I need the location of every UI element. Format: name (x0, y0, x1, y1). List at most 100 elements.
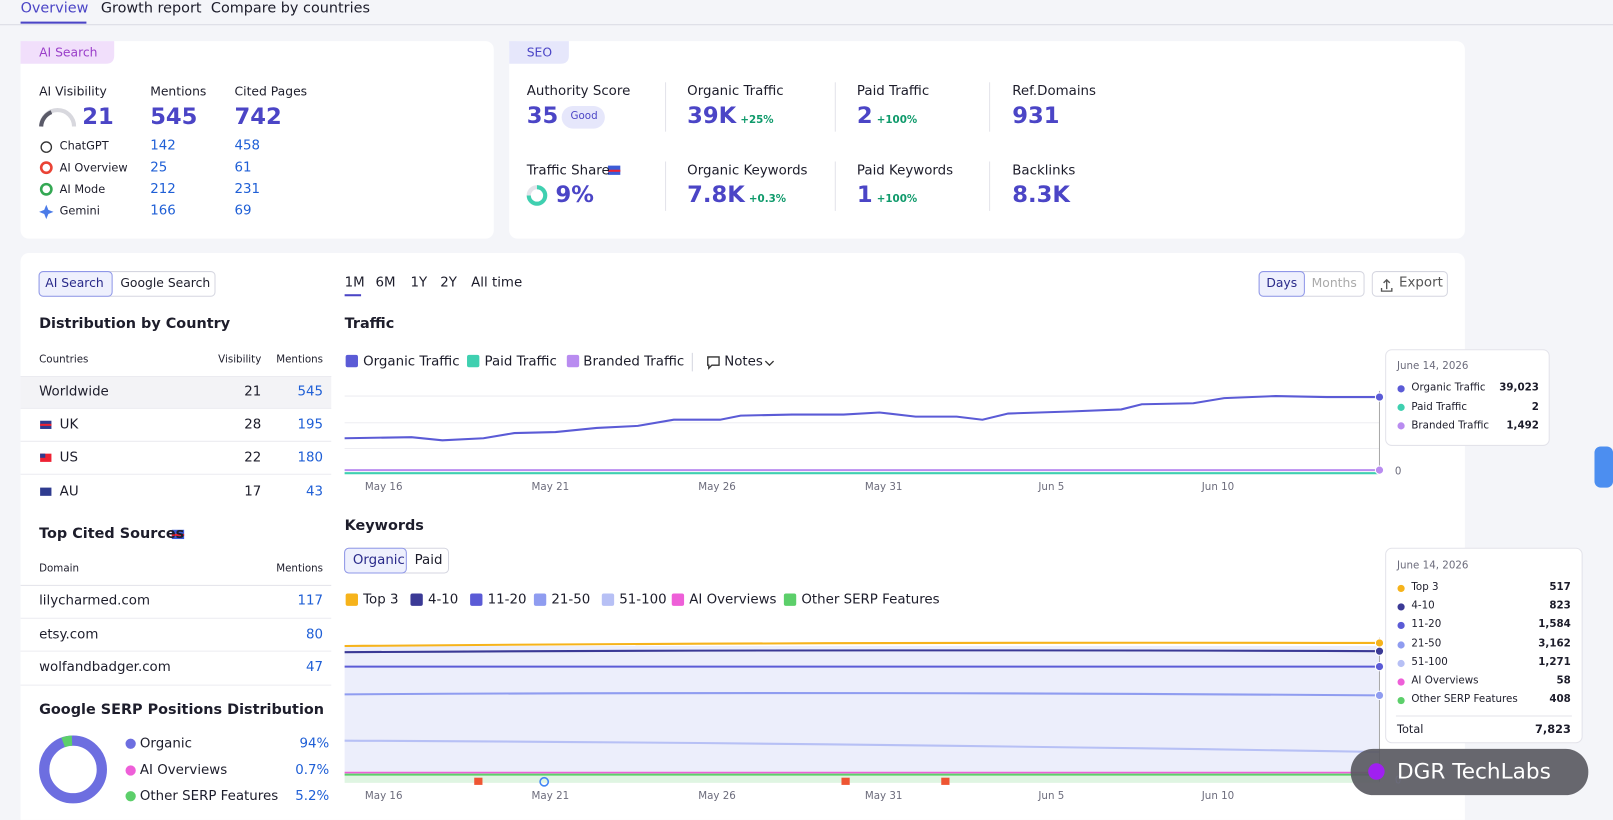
column-label: Mentions (150, 84, 207, 99)
platform-cited[interactable]: 231 (234, 181, 261, 197)
platform-mentions[interactable]: 142 (150, 138, 176, 154)
source-mentions[interactable]: 47 (305, 659, 324, 676)
metric-value[interactable]: 931 (1012, 103, 1060, 130)
metric-label: Backlinks (1012, 163, 1076, 179)
tooltip-date: June 14, 2026 (1396, 360, 1469, 372)
country-mentions[interactable]: 43 (305, 484, 324, 500)
country-name[interactable]: US (59, 450, 78, 466)
country-name[interactable]: UK (59, 417, 79, 433)
period-tab[interactable]: 1Y (410, 275, 428, 291)
x-axis-label: May 21 (531, 481, 570, 494)
export-button[interactable]: Export (1399, 275, 1443, 291)
platform-mentions[interactable]: 25 (150, 159, 168, 176)
country-name[interactable]: AU (59, 484, 79, 500)
tooltip-value: 1,271 (1538, 656, 1571, 669)
metric-value[interactable]: 35 (526, 103, 559, 130)
period-tab[interactable]: 2Y (440, 275, 457, 291)
segment-button[interactable]: Google Search (120, 275, 211, 291)
tooltip-label: AI Overviews (1411, 675, 1479, 687)
country-name[interactable]: Worldwide (39, 384, 109, 400)
table-header: Mentions (276, 354, 324, 366)
platform-cited[interactable]: 458 (234, 138, 261, 154)
platform-cited[interactable]: 69 (234, 203, 252, 219)
metric-label: Traffic Share (526, 163, 610, 179)
source-mentions[interactable]: 80 (305, 626, 324, 643)
legend-entry[interactable]: Top 3 (363, 592, 399, 608)
card-badge: SEO (526, 45, 553, 60)
segment-button[interactable]: Organic (352, 552, 405, 569)
metric-value[interactable]: 39K (687, 103, 737, 130)
platform-mentions[interactable]: 166 (150, 203, 176, 219)
source-mentions[interactable]: 117 (297, 593, 324, 609)
legend-entry[interactable]: AI Overviews (689, 592, 777, 608)
y-axis-label: 0 (1394, 775, 1402, 787)
metric-change: +100% (876, 193, 918, 206)
x-axis-label: Jun 10 (1201, 790, 1235, 802)
chart-title: Traffic (344, 315, 395, 333)
legend-entry[interactable]: Branded Traffic (583, 354, 685, 370)
country-mentions[interactable]: 195 (297, 417, 324, 433)
country-visibility: 28 (244, 417, 262, 433)
metric-value[interactable]: 1 (856, 182, 873, 209)
x-axis-label: Jun 5 (1038, 481, 1065, 494)
x-axis-label: May 16 (364, 790, 403, 802)
platform-name: AI Overview (59, 160, 128, 175)
metric-label: Organic Keywords (687, 163, 808, 179)
tooltip-value: 408 (1549, 693, 1571, 706)
notes-button[interactable]: Notes (724, 354, 763, 370)
legend-entry[interactable]: Paid Traffic (484, 354, 557, 370)
nav-tab[interactable]: Growth report (100, 0, 202, 17)
metric-value[interactable]: 2 (856, 103, 873, 130)
source-domain[interactable]: wolfandbadger.com (39, 659, 171, 676)
granularity-button[interactable]: Months (1311, 275, 1357, 291)
table-header: Mentions (276, 563, 324, 575)
metric-change: +0.3% (748, 193, 787, 206)
tooltip-label: 21-50 (1411, 638, 1442, 650)
legend-entry[interactable]: 21-50 (551, 592, 591, 608)
tooltip-value: 3,162 (1538, 638, 1571, 650)
table-header: Domain (39, 563, 80, 575)
country-visibility: 17 (244, 484, 262, 500)
x-axis-label: Jun 10 (1201, 481, 1235, 494)
table-header: Visibility (218, 354, 262, 366)
granularity-button[interactable]: Days (1266, 275, 1298, 291)
nav-tab[interactable]: Overview (20, 0, 89, 17)
legend-entry[interactable]: 11-20 (487, 592, 527, 608)
platform-mentions[interactable]: 212 (150, 181, 176, 197)
legend-entry[interactable]: Other SERP Features (801, 592, 940, 608)
country-mentions[interactable]: 545 (297, 384, 324, 400)
section-title: Google SERP Positions Distribution (39, 701, 325, 719)
serp-label: AI Overviews (139, 762, 228, 779)
metric-value[interactable]: 8.3K (1012, 182, 1070, 209)
source-domain[interactable]: etsy.com (39, 626, 99, 643)
country-mentions[interactable]: 180 (297, 450, 324, 466)
metric-label: Paid Traffic (856, 83, 930, 100)
metric-value[interactable]: 7.8K (687, 182, 745, 209)
segment-button[interactable]: AI Search (45, 275, 104, 291)
period-tab[interactable]: 6M (375, 275, 396, 291)
column-label: AI Visibility (39, 84, 107, 99)
source-domain[interactable]: lilycharmed.com (39, 593, 150, 609)
tooltip-value: 58 (1556, 675, 1571, 687)
x-axis-label: Jun 5 (1038, 790, 1065, 802)
legend-entry[interactable]: 4-10 (427, 592, 459, 608)
legend-entry[interactable]: 51-100 (619, 592, 667, 608)
serp-share: 94% (299, 736, 330, 752)
metric-tag: Good (570, 110, 598, 122)
platform-cited[interactable]: 61 (234, 159, 252, 176)
metric-value[interactable]: 9% (555, 182, 594, 209)
serp-share: 0.7% (295, 762, 330, 779)
metric-label: Authority Score (526, 83, 631, 100)
period-tab[interactable]: All time (471, 275, 523, 291)
serp-share: 5.2% (295, 788, 330, 804)
period-tab[interactable]: 1M (344, 275, 365, 291)
legend-entry[interactable]: Organic Traffic (363, 354, 460, 370)
segment-button[interactable]: Paid (414, 552, 443, 569)
x-axis-label: May 16 (364, 481, 403, 494)
metric-change: +25% (740, 114, 774, 127)
y-axis-label: 0 (1394, 466, 1402, 478)
nav-tab[interactable]: Compare by countries (210, 0, 370, 17)
tooltip-label: Other SERP Features (1411, 693, 1518, 706)
tooltip-label: Branded Traffic (1411, 420, 1490, 432)
